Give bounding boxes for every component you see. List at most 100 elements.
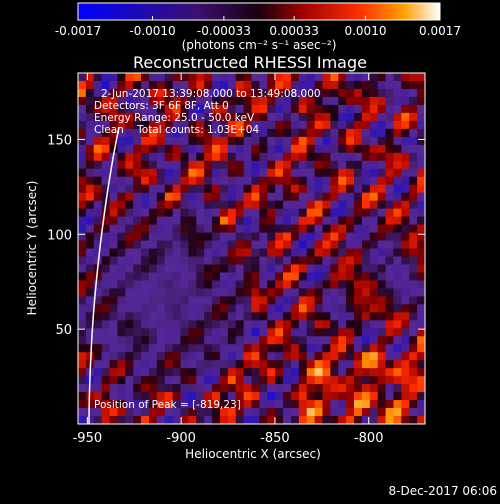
heatmap-cell [267, 80, 276, 90]
heatmap-cell [109, 128, 118, 138]
heatmap-cell [369, 376, 379, 385]
heatmap-cell [377, 384, 386, 393]
heatmap-cell [212, 152, 221, 162]
heatmap-cell [377, 312, 386, 321]
heatmap-cell [188, 248, 197, 257]
heatmap-cell [219, 168, 229, 178]
heatmap-cell [298, 208, 308, 217]
heatmap-cell [283, 304, 292, 313]
heatmap-cell [188, 280, 197, 289]
heatmap-cell [78, 256, 87, 265]
heatmap-cell [180, 160, 189, 170]
heatmap-cell [267, 224, 276, 233]
heatmap-cell [330, 73, 339, 82]
heatmap-cell [85, 416, 95, 424]
heatmap-cell [235, 296, 245, 305]
heatmap-cell [133, 216, 142, 225]
heatmap-cell [322, 160, 331, 170]
heatmap-cell [243, 184, 252, 194]
heatmap-cell [141, 136, 150, 146]
heatmap-cell [290, 256, 300, 265]
annotation-peak: Position of Peak = [-819,23] [94, 399, 241, 411]
heatmap-cell [401, 304, 410, 313]
heatmap-cell [346, 280, 355, 289]
heatmap-cell [354, 200, 363, 210]
heatmap-cell [243, 176, 252, 186]
heatmap-cell [251, 320, 260, 329]
heatmap-cell [306, 208, 315, 217]
heatmap-cell [227, 96, 237, 106]
heatmap-cell [219, 240, 229, 249]
heatmap-cell [109, 208, 118, 217]
heatmap-cell [93, 248, 103, 257]
heatmap-cell [204, 112, 213, 122]
heatmap-cell [290, 160, 300, 170]
heatmap-cell [117, 248, 126, 257]
heatmap-cell [385, 392, 394, 401]
heatmap-cell [283, 344, 292, 353]
heatmap-cell [251, 312, 260, 321]
heatmap-cell [417, 144, 425, 154]
heatmap-cell [361, 392, 371, 401]
heatmap-cell [393, 96, 402, 106]
heatmap-cell [180, 120, 189, 130]
heatmap-cell [338, 376, 347, 385]
plot-frame [77, 72, 426, 425]
heatmap-cell [212, 208, 221, 217]
heatmap-cell [322, 360, 331, 369]
heatmap-cell [330, 368, 339, 377]
heatmap-cell [141, 88, 150, 98]
heatmap-cell [338, 96, 347, 106]
heatmap-cell [148, 272, 158, 281]
heatmap-cell [78, 152, 87, 162]
heatmap-cell [243, 416, 252, 424]
heatmap-cell [283, 200, 292, 210]
heatmap-cell [298, 136, 308, 146]
heatmap-cell [354, 416, 363, 424]
heatmap-cell [306, 168, 315, 178]
heatmap-cell [354, 344, 363, 353]
heatmap-cell [361, 408, 371, 417]
heatmap-cell [377, 112, 386, 122]
heatmap-cell [267, 168, 276, 178]
heatmap-cell [275, 96, 284, 106]
heatmap-cell [283, 240, 292, 249]
heatmap-cell [377, 176, 386, 186]
heatmap-cell [117, 128, 126, 138]
heatmap-cell [275, 336, 284, 345]
heatmap-cell [401, 112, 410, 122]
heatmap-cell [322, 216, 331, 225]
heatmap-cell [338, 384, 347, 393]
heatmap-cell [148, 416, 158, 424]
heatmap-cell [156, 208, 166, 217]
heatmap-cell [133, 280, 142, 289]
heatmap-cell [85, 240, 95, 249]
heatmap-cell [78, 136, 87, 146]
heatmap-cell [275, 360, 284, 369]
heatmap-cell [346, 344, 355, 353]
heatmap-cell [133, 104, 142, 114]
heatmap-cell [417, 152, 425, 162]
heatmap-cell [298, 216, 308, 225]
heatmap-cell [393, 208, 402, 217]
heatmap-cell [117, 376, 126, 385]
heatmap-cell [267, 240, 276, 249]
heatmap-cell [377, 320, 386, 329]
heatmap-cell [180, 96, 189, 106]
colorbar-tick-label: -0.0017 [55, 24, 101, 38]
heatmap-cell [148, 176, 158, 186]
heatmap-cell [101, 296, 110, 305]
heatmap-cell [267, 280, 276, 289]
heatmap-cell [85, 144, 95, 154]
heatmap-cell [93, 200, 103, 210]
heatmap-cell [385, 384, 394, 393]
heatmap-cell [227, 184, 237, 194]
heatmap-cell [141, 296, 150, 305]
heatmap-cell [298, 320, 308, 329]
solar-limb-line [88, 126, 120, 424]
heatmap-cell [227, 264, 237, 273]
heatmap-cell [259, 88, 268, 98]
heatmap-cell [196, 112, 205, 122]
heatmap-cell [243, 328, 252, 337]
heatmap-cell [401, 168, 410, 178]
